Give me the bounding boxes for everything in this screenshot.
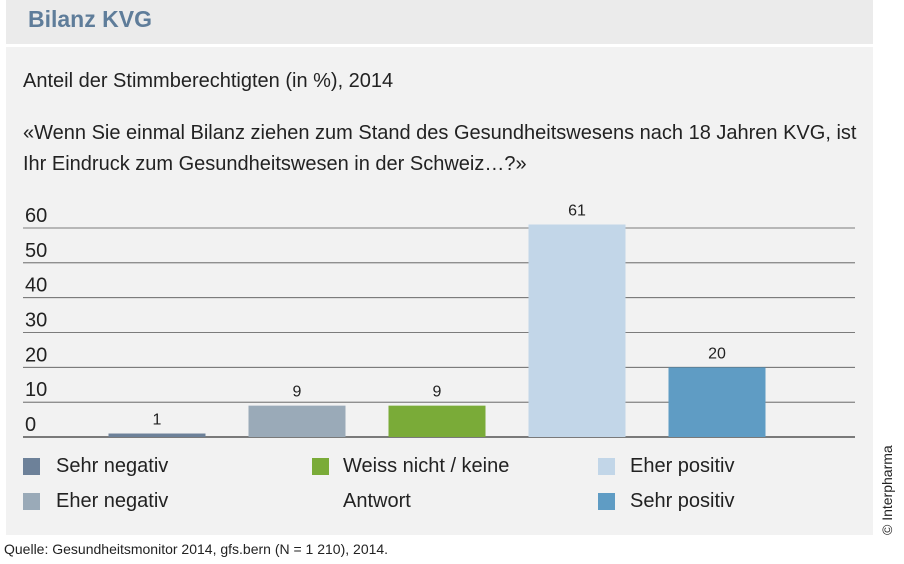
- bar-value-label-3: 9: [433, 384, 442, 401]
- y-tick-label-40: 40: [25, 275, 47, 297]
- legend-label-weiss-nicht: Weiss nicht / keine: [343, 455, 510, 477]
- bar-4: [528, 224, 626, 437]
- legend-swatch-weiss-nicht: [312, 458, 329, 475]
- y-tick-label-10: 10: [25, 379, 47, 401]
- y-tick-label-0: 0: [25, 414, 36, 436]
- bar-value-label-1: 1: [153, 412, 162, 429]
- survey-question: «Wenn Sie einmal Bilanz ziehen zum Stand…: [23, 122, 857, 175]
- y-tick-label-50: 50: [25, 240, 47, 262]
- bar-5: [668, 367, 766, 437]
- bar-value-label-2: 9: [293, 384, 302, 401]
- copyright-note: © Interpharma: [879, 445, 895, 535]
- legend-label-eher-positiv: Eher positiv: [630, 455, 735, 477]
- bar-value-label-5: 20: [708, 345, 726, 362]
- chart-panel: [6, 47, 873, 535]
- legend-label-weiss-nicht-line2: Antwort: [343, 490, 411, 512]
- legend-swatch-eher-negativ: [23, 493, 40, 510]
- chart-subtitle: Anteil der Stimmberechtigten (in %), 201…: [23, 70, 394, 92]
- legend-label-sehr-negativ: Sehr negativ: [56, 455, 169, 477]
- y-tick-label-60: 60: [25, 205, 47, 227]
- chart-title: Bilanz KVG: [28, 6, 152, 32]
- bar-3: [388, 405, 486, 437]
- bar-value-label-4: 61: [568, 203, 586, 220]
- source-note: Quelle: Gesundheitsmonitor 2014, gfs.ber…: [4, 541, 389, 557]
- y-tick-label-30: 30: [25, 310, 47, 332]
- legend-label-eher-negativ: Eher negativ: [56, 490, 169, 512]
- bar-2: [248, 405, 346, 437]
- y-tick-label-20: 20: [25, 344, 47, 366]
- legend-label-sehr-positiv: Sehr positiv: [630, 490, 735, 512]
- title-bar: Bilanz KVG: [6, 0, 873, 44]
- legend-swatch-sehr-negativ: [23, 458, 40, 475]
- legend-swatch-sehr-positiv: [598, 493, 615, 510]
- legend-swatch-eher-positiv: [598, 458, 615, 475]
- bar-1: [108, 433, 206, 437]
